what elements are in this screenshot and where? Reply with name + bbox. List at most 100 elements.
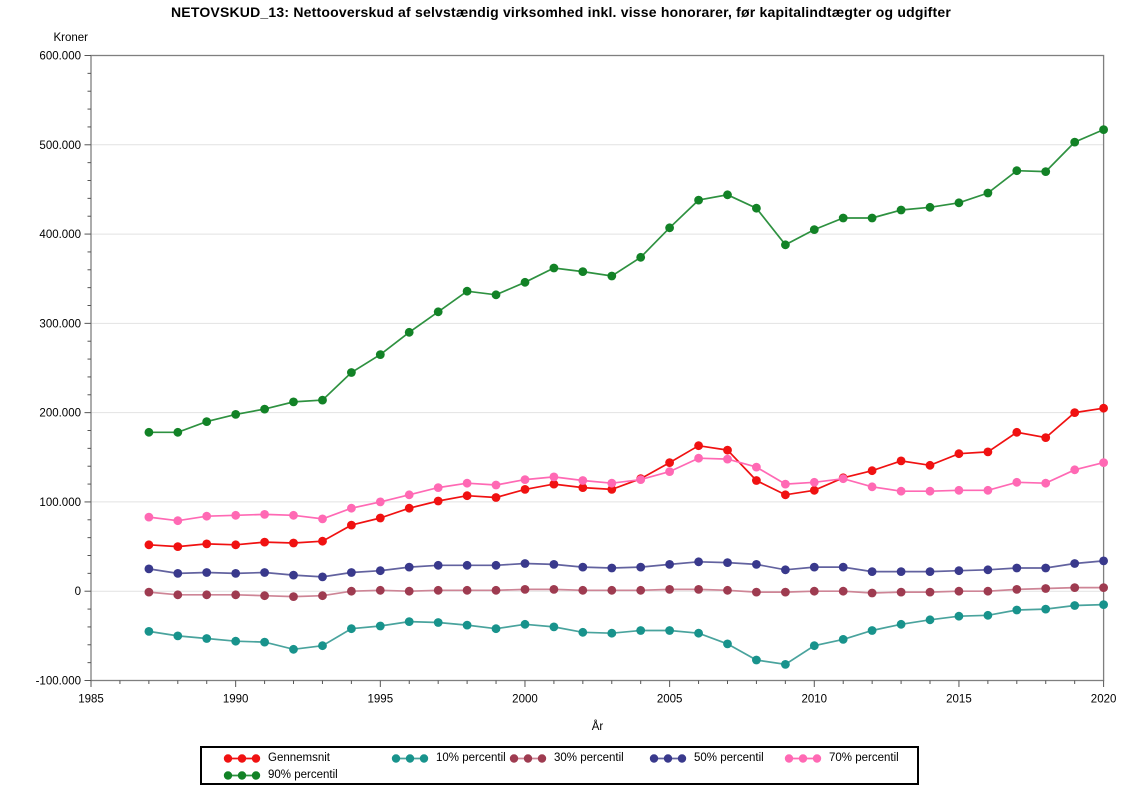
data-point	[289, 397, 298, 407]
series-90pct-percentil	[144, 125, 1108, 437]
data-point	[202, 590, 212, 600]
data-point	[809, 477, 819, 487]
data-point	[636, 475, 646, 484]
data-point	[723, 445, 732, 455]
data-point	[665, 458, 674, 467]
data-point	[318, 591, 327, 601]
data-point	[694, 453, 703, 463]
x-tick-label: 2015	[946, 694, 972, 706]
data-point	[520, 277, 530, 287]
data-point	[954, 485, 964, 495]
data-point	[173, 569, 183, 578]
data-point	[838, 474, 848, 484]
data-point	[925, 587, 935, 597]
data-point	[665, 585, 674, 594]
data-point	[462, 478, 472, 488]
legend-marker-icon	[649, 753, 687, 763]
data-point	[665, 467, 674, 476]
legend-marker-icon	[509, 753, 547, 763]
legend-marker-icon	[784, 753, 822, 763]
data-point	[1041, 478, 1051, 488]
data-point	[173, 631, 183, 641]
data-point	[231, 410, 241, 419]
x-tick-label: 1995	[368, 694, 394, 706]
data-point	[173, 427, 183, 437]
data-point	[462, 620, 472, 630]
data-point	[925, 202, 935, 212]
data-point	[347, 368, 356, 377]
data-point	[867, 588, 877, 598]
data-point	[983, 188, 993, 198]
data-point	[983, 610, 993, 620]
data-point	[231, 510, 241, 520]
data-point	[260, 537, 269, 547]
legend-item-50pct-percentil: 50% percentil	[648, 751, 764, 765]
data-point	[433, 496, 443, 506]
x-axis-title: År	[591, 721, 604, 733]
data-point	[289, 644, 298, 654]
data-point	[347, 586, 356, 596]
data-point	[1070, 137, 1080, 147]
data-point	[404, 562, 414, 572]
data-point	[896, 456, 906, 466]
data-point	[260, 591, 269, 601]
data-point	[144, 587, 154, 597]
data-point	[1041, 604, 1051, 614]
data-point	[694, 195, 703, 205]
data-point	[578, 267, 588, 276]
data-point	[723, 558, 732, 567]
data-point	[520, 485, 530, 494]
data-point	[781, 490, 790, 500]
data-point	[578, 483, 588, 492]
data-point	[1099, 125, 1108, 134]
data-point	[173, 590, 183, 600]
data-point	[809, 225, 819, 235]
data-point	[867, 213, 877, 223]
x-axis: 1985 1990 1995 2000 2005 2010 2015 2020	[78, 680, 1116, 706]
data-point	[1099, 458, 1108, 467]
data-point	[867, 567, 877, 576]
data-point	[1012, 477, 1022, 487]
data-point	[723, 190, 732, 200]
data-point	[318, 641, 327, 651]
data-point	[375, 513, 385, 523]
data-point	[1070, 408, 1080, 417]
data-point	[781, 587, 790, 597]
data-point	[752, 655, 761, 665]
data-point	[838, 586, 848, 596]
x-tick-label: 1985	[78, 694, 104, 706]
data-point	[723, 454, 732, 464]
data-point	[260, 404, 269, 414]
data-point	[809, 485, 819, 495]
data-point	[173, 542, 183, 551]
data-point	[607, 478, 617, 488]
data-point	[809, 586, 819, 596]
data-point	[144, 627, 154, 636]
data-point	[752, 587, 761, 597]
data-point	[954, 611, 964, 621]
data-point	[1041, 584, 1051, 593]
y-tick-label: 300.000	[39, 318, 81, 330]
data-point	[433, 560, 443, 570]
data-point	[665, 560, 674, 569]
data-point	[549, 479, 559, 489]
series-gennemsnit	[144, 403, 1108, 551]
data-point	[867, 626, 877, 635]
data-point	[867, 466, 877, 476]
data-point	[289, 592, 298, 601]
data-point	[838, 562, 848, 572]
legend-item-label: 50% percentil	[694, 752, 764, 764]
data-point	[375, 621, 385, 631]
data-point	[578, 627, 588, 637]
data-point	[1070, 465, 1080, 475]
data-point	[607, 628, 617, 638]
data-point	[462, 286, 472, 296]
data-point	[231, 569, 241, 578]
data-point	[202, 568, 212, 577]
data-point	[607, 485, 617, 494]
x-tick-label: 2010	[801, 694, 827, 706]
data-point	[404, 327, 414, 337]
data-point	[202, 634, 212, 643]
data-point	[144, 512, 154, 522]
